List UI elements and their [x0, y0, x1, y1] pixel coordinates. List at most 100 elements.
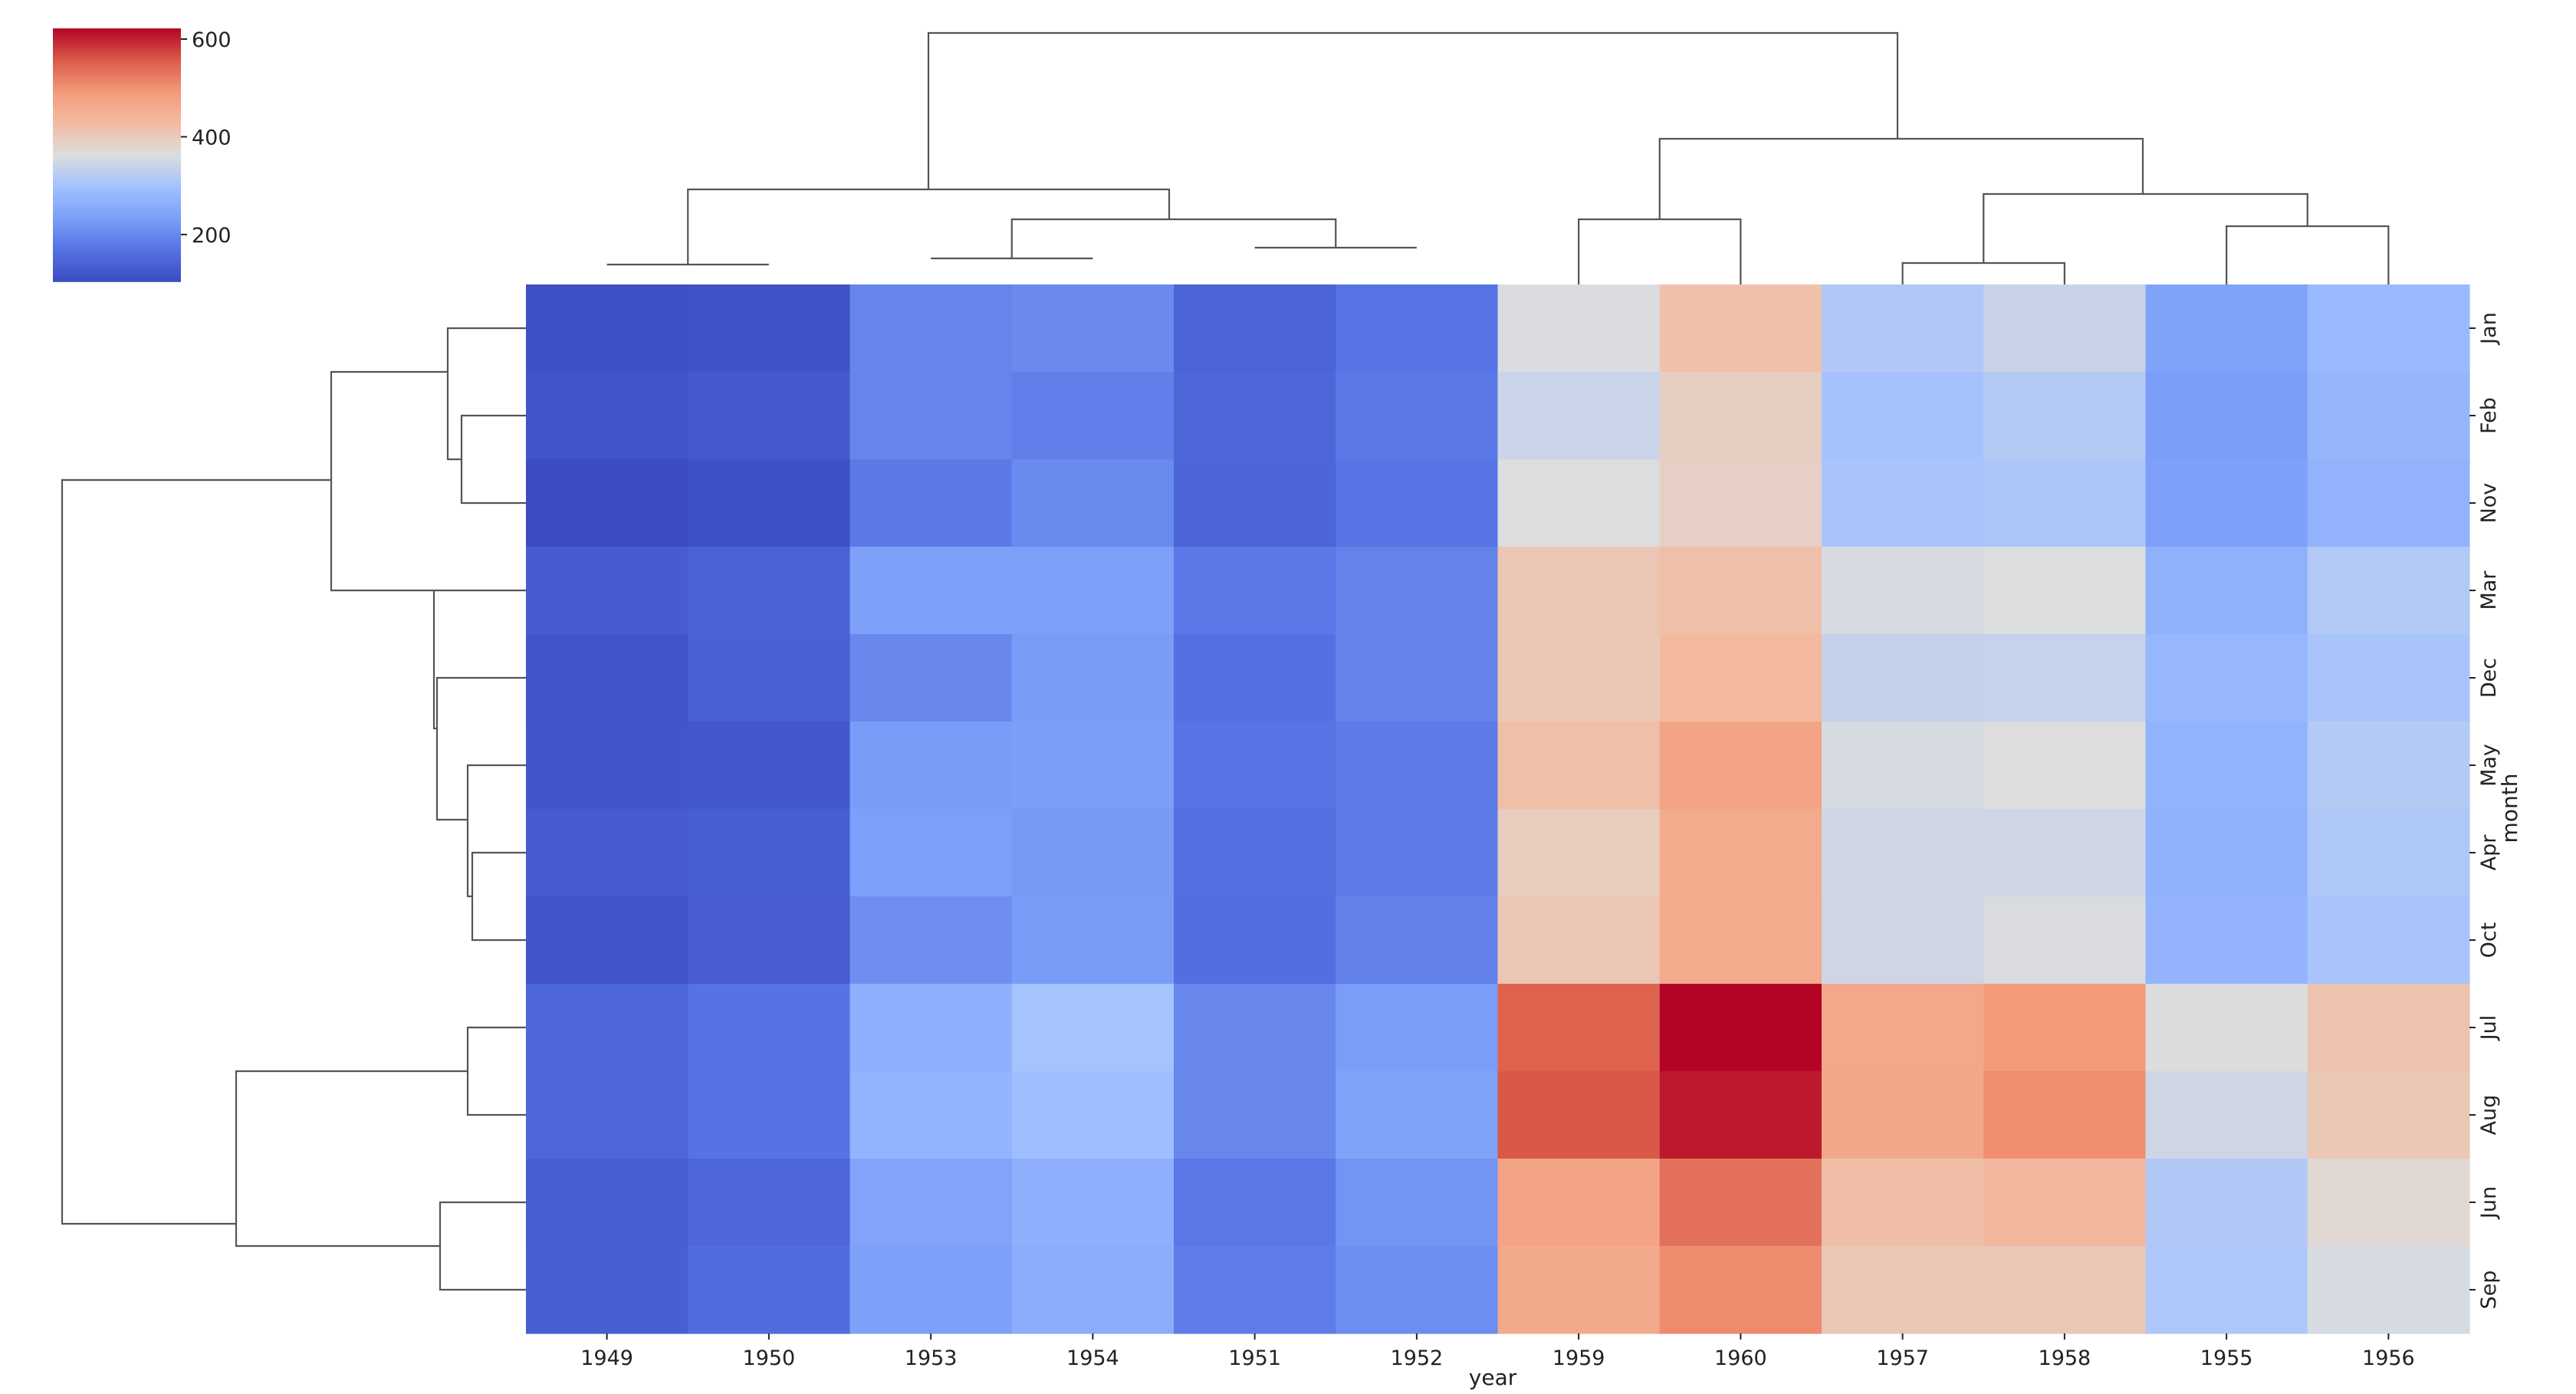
- dendrogram-link: [2226, 225, 2390, 284]
- colorbar-segment: [53, 237, 181, 240]
- colorbar-segment: [53, 167, 181, 171]
- heatmap-cell: [1983, 459, 2147, 547]
- heatmap-cell: [2307, 634, 2470, 722]
- colorbar-segment: [53, 113, 181, 116]
- heatmap-cell: [1983, 809, 2147, 897]
- colorbar-segment: [53, 131, 181, 135]
- colorbar-segment: [53, 32, 181, 36]
- heatmap-cell: [2145, 1246, 2308, 1334]
- dendrogram-link: [1010, 218, 1337, 258]
- heatmap-cell: [2307, 1071, 2470, 1159]
- colorbar-segment: [53, 197, 181, 200]
- heatmap-cell: [526, 1159, 688, 1247]
- heatmap-cell: [1174, 547, 1336, 635]
- heatmap-cell: [526, 722, 688, 810]
- colorbar-segment: [53, 117, 181, 120]
- dendrogram-link: [471, 851, 526, 942]
- heatmap-cell: [526, 284, 688, 373]
- colorbar-segment: [53, 83, 181, 87]
- heatmap-cell: [526, 1071, 688, 1159]
- heatmap-cell: [1659, 1246, 1822, 1334]
- dendrogram-link: [439, 1201, 526, 1291]
- dendrogram-link: [235, 1070, 468, 1248]
- heatmap-cell: [849, 284, 1013, 373]
- heatmap-cell: [1174, 459, 1336, 547]
- heatmap-cell: [1011, 1159, 1175, 1247]
- y-tick-label: Dec: [2477, 658, 2501, 698]
- heatmap-cell: [688, 547, 851, 635]
- heatmap-cell: [1659, 284, 1822, 373]
- colorbar-segment: [53, 228, 181, 232]
- colorbar-segment: [53, 214, 181, 217]
- heatmap-cell: [849, 984, 1013, 1072]
- colorbar-segment: [53, 205, 181, 209]
- heatmap-cell: [2307, 722, 2470, 810]
- colorbar-segment: [53, 68, 181, 71]
- colorbar-segment: [53, 71, 181, 74]
- heatmap-cell: [1336, 809, 1499, 897]
- colorbar-segment: [53, 199, 181, 202]
- y-tick-label: Mar: [2477, 570, 2501, 610]
- colorbar-segment: [53, 254, 181, 257]
- x-tick-label: 1957: [1876, 1346, 1929, 1370]
- heatmap-cell: [2307, 809, 2470, 897]
- x-tick-label: 1955: [2200, 1346, 2253, 1370]
- x-tick-label: 1954: [1066, 1346, 1119, 1370]
- heatmap-cell: [1659, 809, 1822, 897]
- heatmap-cell: [2145, 1159, 2308, 1247]
- dendrogram-link: [460, 414, 526, 505]
- dendrogram-link: [1578, 218, 1742, 284]
- heatmap-cell: [526, 809, 688, 897]
- dendrogram-link: [1658, 137, 2144, 219]
- heatmap-cell: [1822, 809, 1984, 897]
- colorbar-segment: [53, 222, 181, 225]
- colorbar-segment: [53, 130, 181, 133]
- heatmap-cell: [1983, 722, 2147, 810]
- heatmap-cell: [1983, 284, 2147, 373]
- colorbar-tick-label: 400: [192, 126, 232, 150]
- heatmap-cell: [2145, 459, 2308, 547]
- heatmap-cell: [1983, 634, 2147, 722]
- heatmap-cell: [2145, 634, 2308, 722]
- heatmap-cell: [1336, 1246, 1499, 1334]
- colorbar-segment: [53, 119, 181, 122]
- heatmap-cell: [1011, 634, 1175, 722]
- heatmap-cell: [1822, 722, 1984, 810]
- colorbar-segment: [53, 235, 181, 238]
- colorbar-segment: [53, 138, 181, 141]
- heatmap-cell: [1822, 284, 1984, 373]
- heatmap-cell: [1011, 896, 1175, 985]
- colorbar-segment: [53, 142, 181, 146]
- heatmap-grid: [526, 284, 2470, 1334]
- heatmap-cell: [1659, 459, 1822, 547]
- colorbar-segment: [53, 239, 181, 242]
- colorbar-segment: [53, 215, 181, 219]
- heatmap-cell: [1336, 1071, 1499, 1159]
- heatmap-cell: [1174, 1246, 1336, 1334]
- colorbar-segment: [53, 150, 181, 154]
- dendrogram-link: [466, 764, 526, 898]
- heatmap-cell: [1983, 896, 2147, 985]
- colorbar-segment: [53, 279, 181, 282]
- colorbar-segment: [53, 30, 181, 34]
- heatmap-cell: [849, 459, 1013, 547]
- x-tick-label: 1959: [1552, 1346, 1605, 1370]
- y-tick-label: Nov: [2477, 483, 2501, 524]
- heatmap-cell: [1011, 284, 1175, 373]
- heatmap-cell: [1336, 459, 1499, 547]
- colorbar-segment: [53, 252, 181, 255]
- colorbar-segment: [53, 220, 181, 223]
- heatmap-cell: [1174, 372, 1336, 460]
- colorbar-segment: [53, 133, 181, 137]
- colorbar-segment: [53, 156, 181, 160]
- heatmap-cell: [1011, 1246, 1175, 1334]
- heatmap-cell: [1497, 722, 1661, 810]
- heatmap-cell: [849, 1246, 1013, 1334]
- y-axis-label: month: [2497, 774, 2522, 843]
- x-tick-label: 1960: [1714, 1346, 1767, 1370]
- y-tick-label: Aug: [2477, 1095, 2501, 1136]
- colorbar-segment: [53, 231, 181, 234]
- colorbar-segment: [53, 85, 181, 88]
- colorbar-segment: [53, 256, 181, 259]
- heatmap-cell: [1336, 1159, 1499, 1247]
